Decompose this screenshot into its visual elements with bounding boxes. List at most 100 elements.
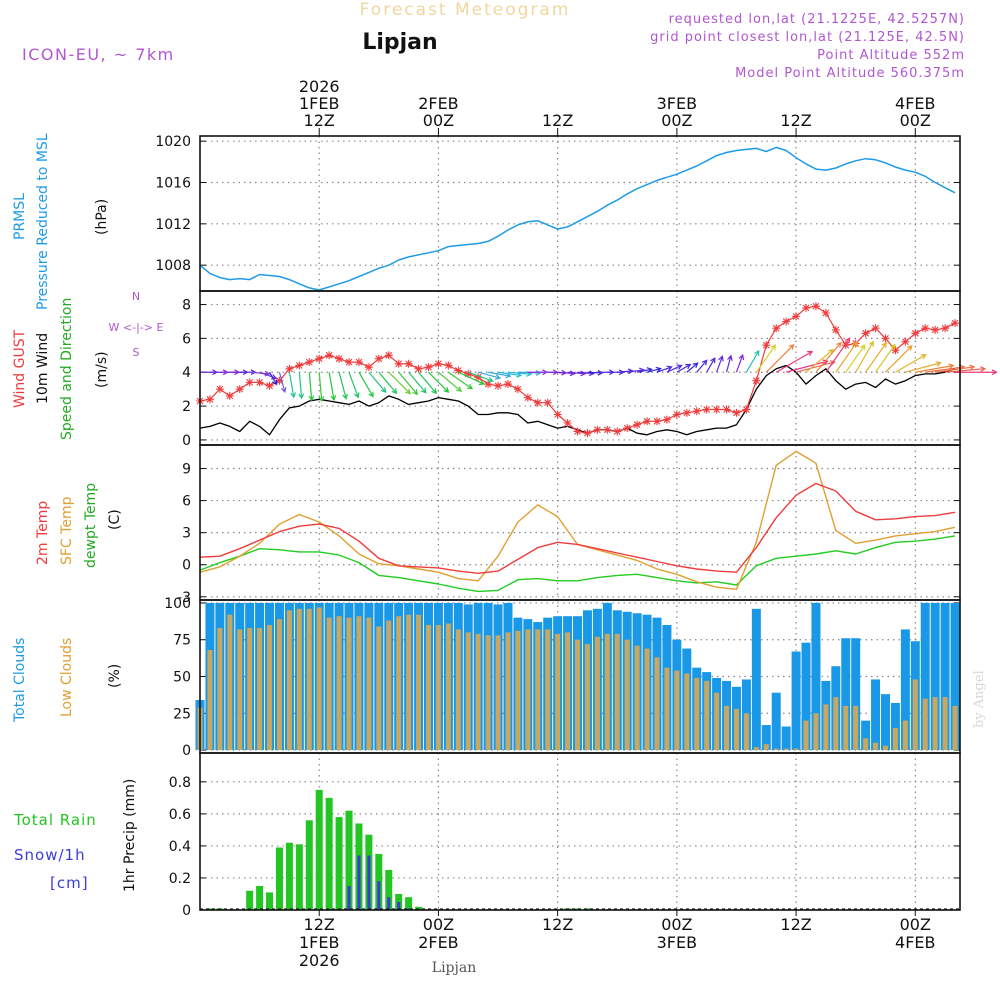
ytick-label: 0.6 (169, 807, 191, 823)
snow-bar (357, 855, 361, 910)
gust-marker (513, 385, 522, 394)
ytick-label: 50 (173, 670, 191, 686)
low-cloud-bar (505, 632, 511, 751)
ytick-label: 0 (182, 558, 191, 574)
gust-marker (503, 380, 512, 389)
low-cloud-bar (942, 697, 948, 751)
wind10m-line (199, 364, 956, 436)
dewpt-label: dewpt Temp (83, 483, 99, 568)
low-cloud-bar (227, 614, 233, 751)
hpa-unit-label: (hPa) (94, 199, 110, 235)
low-cloud-bar (843, 705, 849, 751)
low-cloud-bar (485, 635, 491, 751)
gust-marker (881, 334, 890, 343)
bottom-day-label: 4FEB (895, 933, 935, 952)
wind-direction-arrow (438, 371, 462, 393)
gust-marker (205, 395, 214, 404)
top-year-label: 2026 (299, 77, 340, 96)
rain-bar (246, 890, 254, 910)
wind-direction-arrow (716, 355, 724, 373)
temperature-panel: -3 0 3 6 9 (177, 444, 961, 606)
gust-marker (782, 317, 791, 326)
bottom-time-label: 12Z (542, 915, 573, 934)
total-cloud-bar (890, 702, 900, 751)
ytick-label: 2 (182, 399, 191, 415)
low-cloud-bar (346, 617, 352, 751)
compass-s: S (133, 346, 140, 359)
gust-marker (901, 337, 910, 346)
gust-line (199, 305, 956, 434)
wind-gust-label: Wind GUST (12, 329, 28, 408)
rain-bar (345, 810, 353, 910)
low-cloud-bar (455, 629, 461, 751)
rain-bar (385, 869, 393, 910)
gust-marker (831, 325, 840, 334)
wind-direction-arrow (845, 344, 866, 373)
gust-marker (533, 398, 542, 407)
wind-direction-arrow (478, 371, 502, 380)
gust-marker (841, 341, 850, 350)
low-cloud-bar (892, 727, 898, 751)
gust-marker (742, 405, 751, 414)
low-cloud-bar (793, 748, 799, 751)
ytick-label: 1016 (155, 176, 191, 192)
gust-marker (891, 346, 900, 355)
low-cloud-bar (902, 720, 908, 751)
low-cloud-bar (207, 650, 213, 751)
snow-legend: Snow/1h (14, 846, 86, 864)
rain-bar (285, 842, 293, 910)
wind-direction-arrow (557, 370, 576, 377)
wind-direction-arrow (915, 363, 955, 373)
gust-marker (792, 312, 801, 321)
bottom-day-label: 1FEB (299, 933, 339, 952)
pressure-msl-label: Pressure Reduced to MSL (35, 133, 51, 310)
sfc-temp-line (199, 450, 956, 590)
point-altitude: Point Altitude 552m (817, 48, 965, 63)
wind-direction-arrow (269, 371, 278, 386)
low-cloud-bar (416, 614, 422, 751)
top-day-label: 2FEB (418, 94, 458, 113)
low-cloud-bar (276, 619, 282, 751)
wind-direction-arrow (686, 362, 699, 373)
gust-marker (722, 405, 731, 414)
gust-marker (295, 361, 304, 370)
percent-unit-label: (%) (107, 664, 123, 688)
panel-border (199, 290, 961, 446)
low-cloud-bar (853, 705, 859, 751)
rain-bar (295, 844, 303, 910)
low-cloud-bar (813, 713, 819, 751)
footer-location: Lipjan (432, 960, 476, 976)
gust-marker (484, 380, 493, 389)
gust-marker (613, 427, 622, 436)
meteogram-title: Forecast Meteogram (360, 0, 571, 20)
low-cloud-bar (366, 617, 372, 751)
ytick-label: 9 (182, 462, 191, 478)
wind-direction-arrow (676, 363, 692, 373)
gust-marker (265, 381, 274, 390)
ytick-label: 25 (173, 706, 191, 722)
total-cloud-bar (940, 602, 950, 751)
gust-marker (335, 354, 344, 363)
gust-marker (215, 385, 224, 394)
rain-bar (256, 885, 264, 910)
low-clouds-label: Low Clouds (59, 638, 75, 717)
low-cloud-bar (326, 617, 332, 751)
rain-legend: Total Rain (13, 811, 97, 829)
low-cloud-bar (882, 745, 888, 751)
low-cloud-bar (634, 645, 640, 751)
wind-direction-arrow (656, 365, 673, 373)
low-cloud-bar (783, 748, 789, 751)
ytick-label: 0.8 (169, 775, 191, 791)
low-cloud-bar (247, 627, 253, 751)
rain-bar (206, 908, 214, 910)
low-cloud-bar (475, 633, 481, 751)
gust-marker (931, 325, 940, 334)
compass-n: N (132, 290, 140, 303)
total-cloud-bar (900, 629, 910, 751)
wind-direction-arrow (358, 371, 374, 398)
ytick-label: 6 (182, 331, 191, 347)
snow-bar (347, 885, 351, 910)
total-cloud-bar (801, 642, 811, 751)
top-time-label: 12Z (542, 111, 573, 130)
